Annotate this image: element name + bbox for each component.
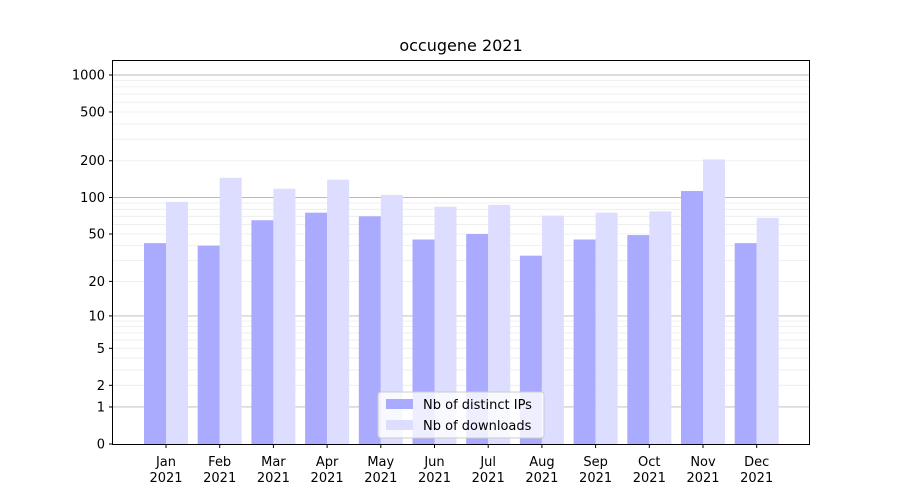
y-tick-label: 1 [97,400,105,415]
bar-downloads [273,188,296,444]
x-tick-label-month: May [367,455,394,470]
x-tick-label-month: Feb [208,455,231,470]
bar-distinct-ips [681,191,703,444]
bar-downloads [541,215,564,444]
y-axis: 0 1 2 5 10 20 50 100 200 500 1000 [72,69,113,453]
y-tick-label: 200 [80,154,105,169]
x-tick-label-year: 2021 [418,471,451,486]
y-tick-label: 10 [88,309,105,324]
bar-downloads [649,211,672,444]
chart-title: occugene 2021 [399,36,522,55]
bar-downloads [488,204,511,444]
x-tick-label-year: 2021 [257,471,290,486]
legend: Nb of distinct IPs Nb of downloads [377,391,545,439]
bar-downloads [434,206,457,444]
x-tick-label-month: Mar [261,455,286,470]
x-tick-label-year: 2021 [579,471,612,486]
bar-downloads [380,194,403,444]
bar-downloads [327,179,350,445]
bar-downloads [703,159,725,444]
bar-distinct-ips [573,239,596,444]
bar-distinct-ips [627,235,650,444]
x-tick-label-year: 2021 [311,471,344,486]
x-tick-label-month: Aug [529,455,554,470]
bar-distinct-ips [251,220,274,444]
x-tick-label-month: Dec [744,455,769,470]
x-tick-label-year: 2021 [364,471,397,486]
bar-distinct-ips [466,233,489,444]
x-tick-label-year: 2021 [686,471,719,486]
y-tick-label: 20 [88,275,105,290]
x-tick-label-month: Apr [316,455,339,470]
y-tick-label: 2 [97,379,105,394]
y-tick-label: 100 [80,191,105,206]
x-tick-label-month: Oct [638,455,660,470]
bar-distinct-ips [305,212,328,444]
bar-distinct-ips [358,216,381,444]
bar-distinct-ips [734,243,757,444]
y-tick-label: 1000 [72,69,105,84]
plot-frame [112,60,810,445]
legend-swatch [386,420,413,430]
bars [144,159,779,445]
x-tick-label-year: 2021 [633,471,666,486]
bar-downloads [219,177,242,444]
bar-distinct-ips [144,243,166,444]
x-tick-label-month: Sep [583,455,608,470]
legend-label: Nb of distinct IPs [423,398,532,413]
y-tick-label: 50 [88,227,105,242]
x-tick-label-month: Jun [423,455,444,470]
y-tick-label: 500 [80,105,105,120]
x-tick-label-month: Nov [690,455,716,470]
x-tick-label-year: 2021 [525,471,558,486]
bar-downloads [756,217,779,444]
legend-box [377,391,545,439]
bar-downloads [166,201,188,444]
x-tick-label-month: Jan [155,455,176,470]
y-tick-label: 0 [97,438,105,453]
x-tick-label-month: Jul [479,455,496,470]
legend-label: Nb of downloads [423,419,532,434]
x-tick-label-year: 2021 [203,471,236,486]
x-axis: Jan2021Feb2021Mar2021Apr2021May2021Jun20… [149,444,773,486]
bar-downloads [595,212,618,444]
x-tick-label-year: 2021 [472,471,505,486]
x-tick-label-year: 2021 [740,471,773,486]
x-tick-label-year: 2021 [149,471,182,486]
bar-distinct-ips [197,245,220,444]
legend-swatch [386,399,413,409]
y-tick-label: 5 [97,342,105,357]
